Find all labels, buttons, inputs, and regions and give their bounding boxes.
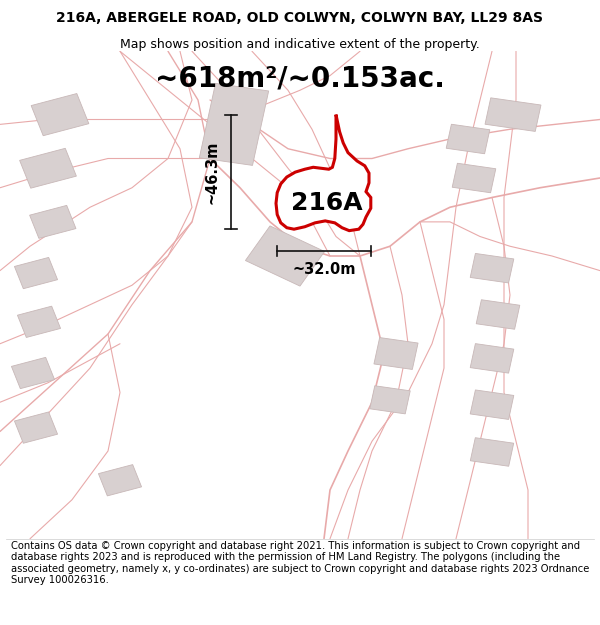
Polygon shape: [17, 306, 61, 338]
Polygon shape: [11, 357, 55, 389]
Polygon shape: [476, 300, 520, 329]
Polygon shape: [446, 124, 490, 154]
Polygon shape: [470, 438, 514, 466]
Polygon shape: [14, 412, 58, 443]
Polygon shape: [29, 206, 76, 238]
Polygon shape: [245, 226, 325, 286]
Polygon shape: [14, 258, 58, 289]
Polygon shape: [370, 386, 410, 414]
Text: ~46.3m: ~46.3m: [204, 140, 219, 204]
Polygon shape: [470, 344, 514, 373]
Polygon shape: [276, 114, 371, 231]
Text: Map shows position and indicative extent of the property.: Map shows position and indicative extent…: [120, 39, 480, 51]
Polygon shape: [374, 338, 418, 369]
Polygon shape: [20, 148, 76, 188]
Polygon shape: [470, 390, 514, 419]
Text: 216A, ABERGELE ROAD, OLD COLWYN, COLWYN BAY, LL29 8AS: 216A, ABERGELE ROAD, OLD COLWYN, COLWYN …: [56, 11, 544, 25]
Polygon shape: [452, 163, 496, 192]
Text: 216A: 216A: [291, 191, 363, 216]
Polygon shape: [31, 94, 89, 136]
Polygon shape: [485, 98, 541, 131]
Polygon shape: [199, 83, 269, 166]
Polygon shape: [98, 464, 142, 496]
Text: ~618m²/~0.153ac.: ~618m²/~0.153ac.: [155, 64, 445, 92]
Text: Contains OS data © Crown copyright and database right 2021. This information is : Contains OS data © Crown copyright and d…: [11, 541, 589, 586]
Text: ~32.0m: ~32.0m: [292, 262, 356, 277]
Polygon shape: [470, 253, 514, 283]
